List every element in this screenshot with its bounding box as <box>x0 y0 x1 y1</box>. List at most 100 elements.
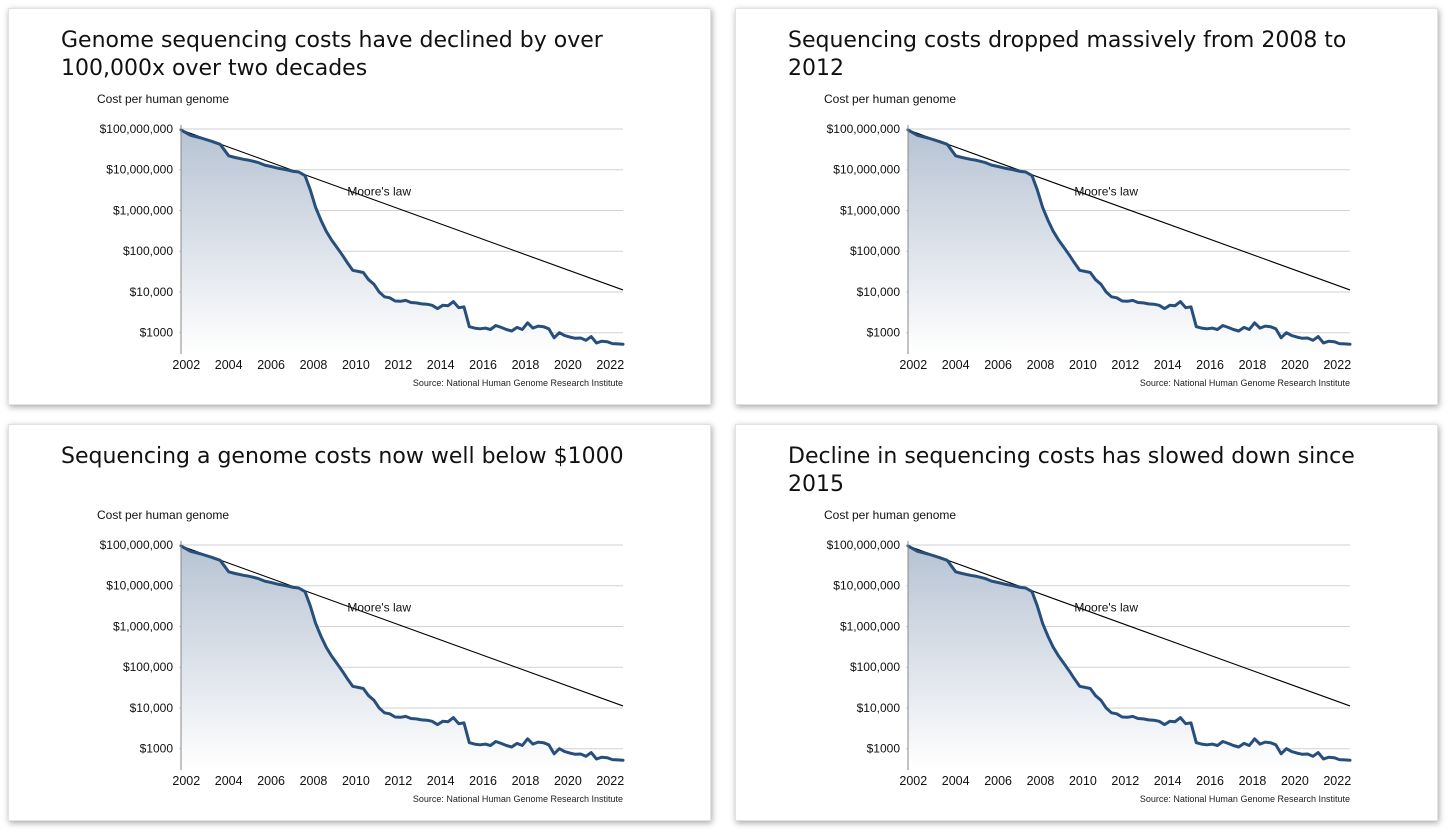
x-tick-label: 2010 <box>342 774 370 788</box>
x-tick-label: 2022 <box>596 774 624 788</box>
x-tick-label: 2010 <box>1069 774 1097 788</box>
x-tick-label: 2016 <box>469 774 497 788</box>
moores-law-label: Moore's law <box>1074 185 1138 199</box>
panel-title: Sequencing costs dropped massively from … <box>788 28 1347 81</box>
x-tick-label: 2014 <box>1154 774 1182 788</box>
moores-law-line <box>907 129 1351 291</box>
cost-area <box>181 129 623 354</box>
x-tick-label: 2012 <box>1111 358 1139 372</box>
source-note: Source: National Human Genome Research I… <box>1140 794 1350 804</box>
y-tick-label: $10,000 <box>130 701 174 715</box>
y-axis-label: Cost per human genome <box>824 508 956 522</box>
x-tick-label: 2006 <box>984 358 1012 372</box>
x-tick-label: 2002 <box>172 774 200 788</box>
moores-law-label: Moore's law <box>1074 601 1138 615</box>
sequencing-cost-chart: Cost per human genome $100,000,000 $10,000… <box>97 508 625 804</box>
cost-line <box>179 544 625 762</box>
y-tick-label: $10,000,000 <box>106 163 173 177</box>
x-tick-label: 2018 <box>512 774 540 788</box>
x-tick-label: 2010 <box>342 358 370 372</box>
panel-title: Genome sequencing costs have declined by… <box>61 28 603 81</box>
cost-line <box>906 128 1352 346</box>
y-tick-label: $10,000,000 <box>833 579 900 593</box>
x-tick-label: 2006 <box>257 358 285 372</box>
x-tick-label: 2008 <box>1027 774 1055 788</box>
y-tick-label: $100,000,000 <box>827 538 901 552</box>
x-tick-label: 2004 <box>942 358 970 372</box>
x-tick-label: 2022 <box>596 358 624 372</box>
moores-law-line <box>180 129 624 291</box>
sequencing-cost-chart: Cost per human genome $100,000,000 $10,000… <box>97 92 625 388</box>
cost-line <box>906 544 1352 762</box>
x-tick-label: 2008 <box>1027 358 1055 372</box>
y-axis-label: Cost per human genome <box>97 92 229 106</box>
x-tick-label: 2014 <box>1154 358 1182 372</box>
moores-law-line <box>180 545 624 707</box>
sequencing-cost-chart: Cost per human genome $100,000,000 $10,000… <box>824 92 1352 388</box>
y-tick-label: $100,000,000 <box>827 122 901 136</box>
x-tick-label: 2020 <box>1281 774 1309 788</box>
x-tick-label: 2014 <box>427 774 455 788</box>
y-tick-label: $10,000 <box>857 701 901 715</box>
moores-law-label: Moore's law <box>347 601 411 615</box>
moores-law-label: Moore's law <box>347 185 411 199</box>
x-tick-label: 2018 <box>1239 358 1267 372</box>
x-tick-label: 2002 <box>172 358 200 372</box>
cost-area <box>181 545 623 770</box>
y-tick-label: $100,000 <box>123 244 173 258</box>
x-tick-label: 2020 <box>1281 358 1309 372</box>
x-tick-label: 2004 <box>215 358 243 372</box>
x-tick-label: 2022 <box>1323 358 1351 372</box>
y-tick-label: $1,000,000 <box>840 203 900 217</box>
x-tick-label: 2018 <box>512 358 540 372</box>
y-tick-label: $100,000 <box>850 244 900 258</box>
x-tick-label: 2018 <box>1239 774 1267 788</box>
panel-title: Sequencing a genome costs now well below… <box>61 444 624 469</box>
cost-area <box>908 545 1350 770</box>
y-tick-label: $10,000,000 <box>106 579 173 593</box>
x-tick-label: 2022 <box>1323 774 1351 788</box>
x-tick-label: 2006 <box>257 774 285 788</box>
y-tick-label: $1,000,000 <box>113 203 173 217</box>
y-tick-label: $100,000 <box>850 660 900 674</box>
cost-line <box>179 128 625 346</box>
y-tick-label: $10,000 <box>857 285 901 299</box>
x-tick-label: 2012 <box>1111 774 1139 788</box>
chart-panel-4: Decline in sequencing costs has slowed d… <box>735 424 1438 821</box>
source-note: Source: National Human Genome Research I… <box>1140 378 1350 388</box>
y-tick-label: $10,000,000 <box>833 163 900 177</box>
y-tick-label: $100,000,000 <box>100 538 174 552</box>
moores-law-line <box>907 545 1351 707</box>
x-tick-label: 2014 <box>427 358 455 372</box>
x-tick-label: 2012 <box>384 774 412 788</box>
chart-panel-1: Genome sequencing costs have declined by… <box>8 8 711 405</box>
x-tick-label: 2020 <box>554 774 582 788</box>
x-tick-label: 2016 <box>1196 358 1224 372</box>
panel-title: Decline in sequencing costs has slowed d… <box>788 444 1355 497</box>
x-tick-label: 2008 <box>300 358 328 372</box>
chart-panel-2: Sequencing costs dropped massively from … <box>735 8 1438 405</box>
y-tick-label: $10,000 <box>130 285 174 299</box>
x-tick-label: 2004 <box>942 774 970 788</box>
y-axis-label: Cost per human genome <box>824 92 956 106</box>
x-tick-label: 2002 <box>899 358 927 372</box>
x-tick-label: 2002 <box>899 774 927 788</box>
source-note: Source: National Human Genome Research I… <box>413 378 623 388</box>
x-tick-label: 2016 <box>1196 774 1224 788</box>
y-tick-label: $1000 <box>867 742 901 756</box>
cost-area <box>908 129 1350 354</box>
x-tick-label: 2012 <box>384 358 412 372</box>
x-tick-label: 2016 <box>469 358 497 372</box>
x-tick-label: 2006 <box>984 774 1012 788</box>
y-tick-label: $1,000,000 <box>113 619 173 633</box>
y-tick-label: $1,000,000 <box>840 619 900 633</box>
y-axis-label: Cost per human genome <box>97 508 229 522</box>
y-tick-label: $1000 <box>867 326 901 340</box>
source-note: Source: National Human Genome Research I… <box>413 794 623 804</box>
chart-panel-3: Sequencing a genome costs now well below… <box>8 424 711 821</box>
x-tick-label: 2008 <box>300 774 328 788</box>
x-tick-label: 2004 <box>215 774 243 788</box>
y-tick-label: $1000 <box>140 742 174 756</box>
x-tick-label: 2010 <box>1069 358 1097 372</box>
y-tick-label: $1000 <box>140 326 174 340</box>
